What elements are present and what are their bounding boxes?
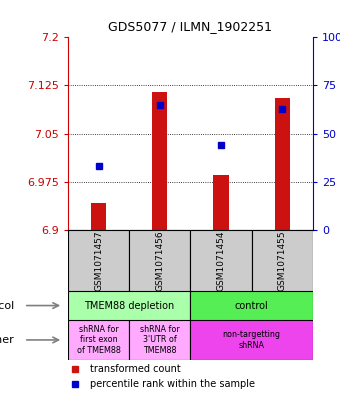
Text: shRNA for
3'UTR of
TMEM88: shRNA for 3'UTR of TMEM88 — [140, 325, 180, 355]
Bar — [213, 175, 228, 230]
Bar — [190, 230, 252, 291]
Bar — [91, 203, 106, 230]
Text: transformed count: transformed count — [90, 364, 181, 374]
Text: other: other — [0, 335, 14, 345]
Text: GSM1071455: GSM1071455 — [278, 230, 287, 291]
Text: control: control — [235, 301, 269, 310]
Bar — [190, 291, 313, 320]
Bar — [129, 230, 190, 291]
Bar — [190, 320, 313, 360]
Title: GDS5077 / ILMN_1902251: GDS5077 / ILMN_1902251 — [108, 20, 272, 33]
Text: percentile rank within the sample: percentile rank within the sample — [90, 378, 255, 389]
Bar — [68, 230, 129, 291]
Text: TMEM88 depletion: TMEM88 depletion — [84, 301, 174, 310]
Bar — [68, 320, 129, 360]
Text: GSM1071454: GSM1071454 — [217, 230, 225, 290]
Bar — [68, 291, 190, 320]
Bar — [274, 98, 290, 230]
Bar — [129, 320, 190, 360]
Text: shRNA for
first exon
of TMEM88: shRNA for first exon of TMEM88 — [76, 325, 121, 355]
Text: non-targetting
shRNA: non-targetting shRNA — [223, 330, 280, 350]
Text: protocol: protocol — [0, 301, 14, 310]
Text: GSM1071456: GSM1071456 — [155, 230, 164, 291]
Bar — [252, 230, 313, 291]
Text: GSM1071457: GSM1071457 — [94, 230, 103, 291]
Bar — [152, 92, 167, 230]
